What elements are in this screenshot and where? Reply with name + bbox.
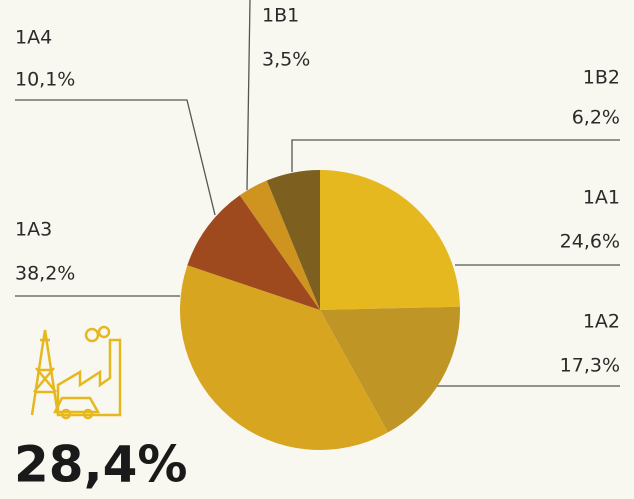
slice-name: 1A1 [583, 187, 620, 209]
slice-value: 24,6% [560, 231, 620, 253]
pie-slice [187, 195, 320, 310]
slice-value: 17,3% [560, 355, 620, 377]
leader-line [246, 0, 251, 191]
industry-icon [30, 325, 122, 420]
pie-slice [320, 170, 460, 310]
pie-slice [179, 265, 388, 451]
slice-name: 1A4 [15, 27, 52, 49]
leader-line [15, 99, 216, 216]
pie-slice [266, 170, 320, 310]
slice-name: 1A3 [15, 219, 52, 241]
slice-name: 1A2 [583, 311, 620, 333]
slice-value: 10,1% [15, 69, 75, 91]
pie-slice [239, 180, 320, 310]
slice-value: 38,2% [15, 263, 75, 285]
slice-value: 3,5% [262, 49, 310, 71]
slice-name: 1B2 [583, 67, 620, 89]
leader-line [291, 139, 620, 172]
slice-name: 1B1 [262, 5, 299, 27]
pie-slice [320, 306, 460, 433]
total-share: 28,4% [14, 436, 187, 494]
slice-value: 6,2% [572, 107, 620, 129]
